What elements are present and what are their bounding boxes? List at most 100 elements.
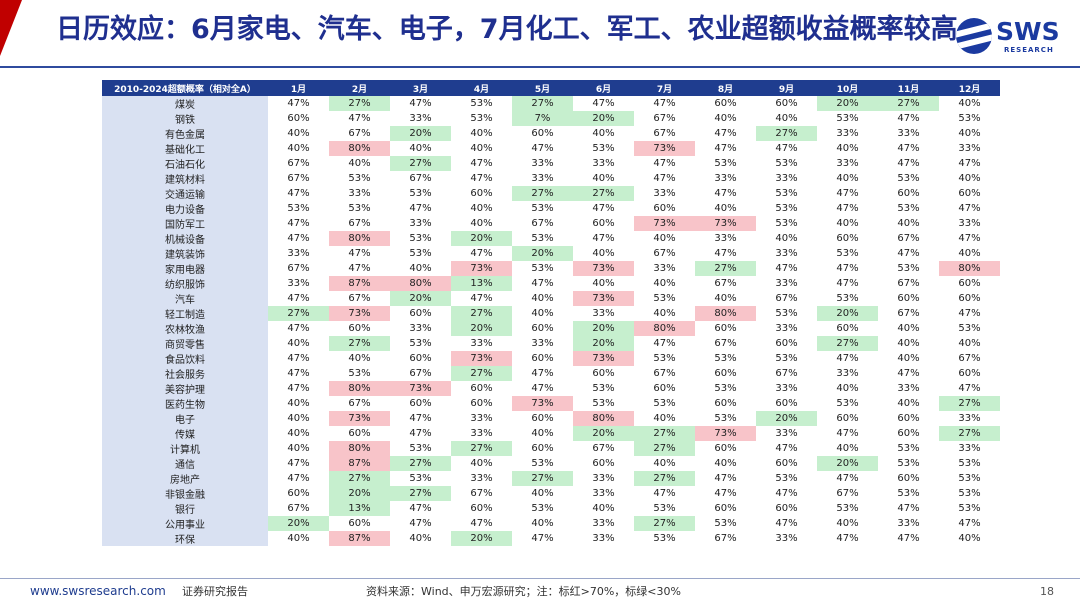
probability-cell: 87% [329,531,390,546]
probability-cell: 60% [958,278,981,289]
probability-cell: 67% [958,353,981,364]
probability-cell: 60% [714,323,737,334]
probability-cell: 67% [348,128,371,139]
probability-cell: 40% [653,233,676,244]
probability-cell: 33% [470,413,493,424]
probability-cell: 53% [531,263,554,274]
probability-cell: 73% [695,216,756,231]
probability-cell: 40% [958,128,981,139]
table-row: 交通运输 47% 33% 53% 60% 27% 27% 33% 47% 53% 47% 60% 60% [102,186,1000,201]
probability-cell: 60% [348,428,371,439]
table-row: 国防军工 47% 67% 33% 40% 67% 60% 73% 73% 53% 40% 40% 33% [102,216,1000,231]
probability-cell: 67% [348,218,371,229]
probability-cell: 27% [451,306,512,321]
industry-label: 钢铁 [102,111,268,126]
probability-cell: 53% [653,353,676,364]
probability-cell: 87% [329,456,390,471]
probability-cell: 47% [531,533,554,544]
logo-emblem-icon [956,18,992,54]
probability-cell: 40% [348,353,371,364]
probability-cell: 27% [512,471,573,486]
probability-cell: 40% [775,233,798,244]
probability-cell: 33% [958,143,981,154]
table-row: 银行 67% 13% 47% 60% 53% 40% 53% 60% 60% 53% 47% 53% [102,501,1000,516]
probability-cell: 80% [329,441,390,456]
probability-cell: 73% [329,411,390,426]
probability-cell: 7% [512,111,573,126]
probability-cell: 47% [714,488,737,499]
table-row: 电力设备 53% 53% 47% 40% 53% 47% 60% 40% 53% 47% 53% 47% [102,201,1000,216]
probability-cell: 47% [836,533,859,544]
probability-cell: 47% [470,518,493,529]
probability-cell: 33% [897,128,920,139]
month-header: 11月 [878,80,939,96]
probability-cell: 33% [592,473,615,484]
probability-cell: 60% [653,203,676,214]
month-header: 2月 [329,80,390,96]
industry-label: 汽车 [102,291,268,306]
table-row: 通信 47% 87% 27% 40% 53% 60% 40% 40% 60% 20% 53% 53% [102,456,1000,471]
probability-cell: 47% [836,188,859,199]
probability-cell: 47% [531,278,554,289]
probability-cell: 40% [897,338,920,349]
table-row: 环保 40% 87% 40% 20% 47% 33% 53% 67% 33% 47% 47% 40% [102,531,1000,546]
probability-cell: 53% [897,458,920,469]
probability-cell: 60% [470,383,493,394]
probability-cell: 47% [348,248,371,259]
probability-cell: 80% [695,306,756,321]
industry-label: 煤炭 [102,96,268,111]
probability-cell: 33% [653,263,676,274]
probability-cell: 73% [634,216,695,231]
probability-cell: 53% [531,203,554,214]
probability-cell: 33% [531,338,554,349]
table-row: 商贸零售 40% 27% 53% 33% 33% 20% 47% 67% 60% 27% 40% 40% [102,336,1000,351]
probability-cell: 60% [897,428,920,439]
probability-cell: 47% [775,488,798,499]
footer-rule [0,578,1080,579]
probability-cell: 33% [592,308,615,319]
probability-cell: 33% [897,518,920,529]
probability-cell: 53% [409,473,432,484]
probability-cell: 40% [897,398,920,409]
probability-cell: 40% [287,428,310,439]
probability-cell: 47% [287,458,310,469]
probability-cell: 60% [775,398,798,409]
probability-cell: 20% [451,231,512,246]
table-row: 非银金融 60% 20% 27% 67% 40% 33% 47% 47% 47% 67% 53% 53% [102,486,1000,501]
probability-cell: 47% [958,518,981,529]
probability-cell: 27% [390,156,451,171]
industry-label: 通信 [102,456,268,471]
month-header: 4月 [451,80,512,96]
header-corner-label: 2010-2024超额概率（相对全A） [102,80,268,96]
probability-cell: 53% [958,458,981,469]
logo-subtext: RESEARCH [1004,46,1054,54]
probability-cell: 53% [897,173,920,184]
probability-cell: 40% [592,503,615,514]
corner-accent [0,0,22,56]
probability-cell: 67% [897,308,920,319]
table-row: 家用电器 67% 47% 40% 73% 53% 73% 33% 27% 47% 47% 53% 80% [102,261,1000,276]
probability-cell: 27% [268,306,329,321]
probability-cell: 53% [836,293,859,304]
table-row: 机械设备 47% 80% 53% 20% 53% 47% 40% 33% 40% 60% 67% 47% [102,231,1000,246]
probability-cell: 47% [958,383,981,394]
industry-label: 电子 [102,411,268,426]
probability-cell: 53% [897,203,920,214]
probability-cell: 67% [714,338,737,349]
probability-cell: 60% [348,323,371,334]
probability-cell: 33% [836,128,859,139]
probability-cell: 33% [592,488,615,499]
probability-cell: 53% [775,353,798,364]
probability-cell: 47% [958,233,981,244]
probability-cell: 47% [287,188,310,199]
probability-cell: 53% [958,323,981,334]
industry-label: 基础化工 [102,141,268,156]
probability-cell: 53% [897,263,920,274]
probability-cell: 60% [531,128,554,139]
probability-cell: 40% [287,443,310,454]
probability-cell: 40% [897,353,920,364]
probability-cell: 53% [653,293,676,304]
footer-url-link[interactable]: www.swsresearch.com [30,584,166,598]
probability-cell: 47% [714,473,737,484]
probability-cell: 53% [958,488,981,499]
